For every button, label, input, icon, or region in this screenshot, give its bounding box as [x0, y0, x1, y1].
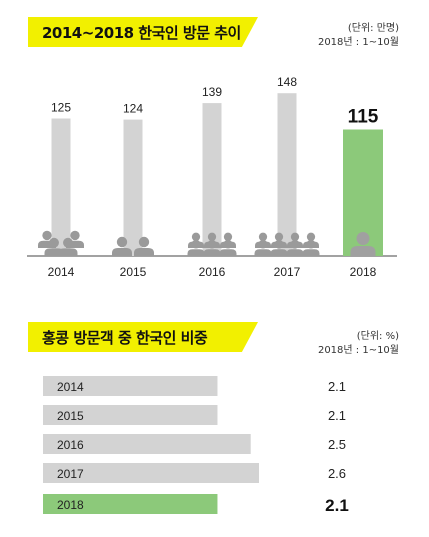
- chart1-bar-2016: [202, 103, 222, 256]
- chart2-unit-label: (단위: %): [356, 331, 399, 342]
- chart1-bar-2017: [277, 93, 297, 256]
- chart2-unit-note: (단위: %) 2018년 : 1~10월: [318, 330, 399, 358]
- person-icon-head: [306, 232, 316, 241]
- person-icon-body: [112, 248, 132, 256]
- person-icon-head: [138, 236, 150, 248]
- person-icon-head: [258, 239, 268, 249]
- person-icon-head: [42, 230, 52, 241]
- chart1-value-label-2015: 124: [123, 102, 143, 116]
- person-icon-head: [191, 239, 201, 249]
- person-icon-body: [134, 248, 154, 256]
- chart2-bar-2018: [43, 494, 218, 514]
- chart1-unit-label: (단위: 만명): [347, 23, 399, 34]
- chart1-value-label-2017: 148: [277, 75, 297, 89]
- chart2-bar-2015: [43, 405, 218, 425]
- person-icon-head: [306, 239, 316, 249]
- person-icon: [134, 236, 154, 256]
- chart1-category-label-2017: 2017: [274, 265, 301, 279]
- person-icon-body: [254, 249, 272, 256]
- chart1-category-label-2016: 2016: [199, 265, 226, 279]
- person-icon: [58, 237, 78, 256]
- chart2-bar-2016: [43, 434, 251, 454]
- chart1-bar-2014: [51, 118, 71, 256]
- person-icon: [350, 232, 376, 256]
- chart2-category-label-2016: 2016: [57, 438, 84, 452]
- chart1-bar-2015: [123, 119, 143, 256]
- chart2-category-label-2014: 2014: [57, 380, 84, 394]
- person-icon: [203, 239, 221, 256]
- person-icon-head: [207, 232, 217, 241]
- chart1-people-group-2015: [112, 236, 154, 256]
- chart1-value-label-2016: 139: [202, 85, 222, 99]
- chart1-people-group-2017: [254, 232, 320, 256]
- chart2-value-label-2017: 2.6: [328, 466, 346, 481]
- chart2-category-label-2015: 2015: [57, 409, 84, 423]
- person-icon-body: [302, 249, 320, 256]
- person-icon-head: [290, 232, 300, 241]
- person-icon-head: [274, 239, 284, 249]
- person-icon-head: [223, 239, 233, 249]
- chart1-unit-note: (단위: 만명) 2018년 : 1~10월: [318, 22, 399, 50]
- chart2-bar-2014: [43, 376, 218, 396]
- chart1-title: 2014~2018 한국인 방문 추이: [42, 23, 241, 42]
- chart1-value-label-2018: 115: [348, 107, 379, 128]
- chart2-value-label-2016: 2.5: [328, 437, 346, 452]
- person-icon: [270, 239, 288, 256]
- person-icon-body: [203, 249, 221, 256]
- person-icon-head: [290, 239, 300, 249]
- person-icon: [302, 239, 320, 256]
- person-icon: [254, 239, 272, 256]
- chart1-period-note: 2018년 : 1~10월: [317, 37, 399, 48]
- person-icon: [112, 236, 132, 256]
- chart2-value-label-2014: 2.1: [328, 379, 346, 394]
- person-icon-body: [286, 249, 304, 256]
- person-icon-head: [70, 230, 80, 241]
- chart2-period-note: 2018년 : 1~10월: [317, 345, 399, 356]
- chart2-category-label-2018: 2018: [57, 498, 84, 512]
- chart2-category-label-2017: 2017: [57, 467, 84, 481]
- person-icon-head: [116, 236, 128, 248]
- person-icon-head: [63, 237, 73, 248]
- person-icon-head: [258, 232, 268, 241]
- person-icon-head: [49, 237, 59, 248]
- chart2-title: 홍콩 방문객 중 한국인 비중: [42, 328, 208, 347]
- person-icon: [286, 239, 304, 256]
- person-icon-head: [191, 232, 201, 241]
- person-icon-body: [270, 249, 288, 256]
- chart2-value-label-2018: 2.1: [325, 496, 349, 515]
- person-icon-body: [219, 249, 237, 256]
- chart1-category-label-2014: 2014: [48, 265, 75, 279]
- chart1-value-label-2014: 125: [51, 101, 71, 115]
- person-icon-body: [58, 248, 78, 256]
- chart1-category-label-2015: 2015: [120, 265, 147, 279]
- person-icon-head: [223, 232, 233, 241]
- person-icon-body: [187, 249, 205, 256]
- chart1-category-label-2018: 2018: [350, 265, 377, 279]
- chart1-people-group-2018: [350, 232, 376, 256]
- chart2-value-label-2015: 2.1: [328, 408, 346, 423]
- person-icon-head: [356, 232, 370, 245]
- person-icon-head: [207, 239, 217, 249]
- person-icon: [187, 239, 205, 256]
- person-icon: [219, 239, 237, 256]
- chart1-people-group-2014: [38, 230, 84, 256]
- chart1-people-group-2016: [187, 232, 237, 256]
- person-icon-body: [350, 246, 376, 256]
- chart2-title-banner: 홍콩 방문객 중 한국인 비중: [28, 322, 258, 352]
- chart1-title-banner: 2014~2018 한국인 방문 추이: [28, 17, 258, 47]
- chart2-bar-2017: [43, 463, 259, 483]
- person-icon-head: [274, 232, 284, 241]
